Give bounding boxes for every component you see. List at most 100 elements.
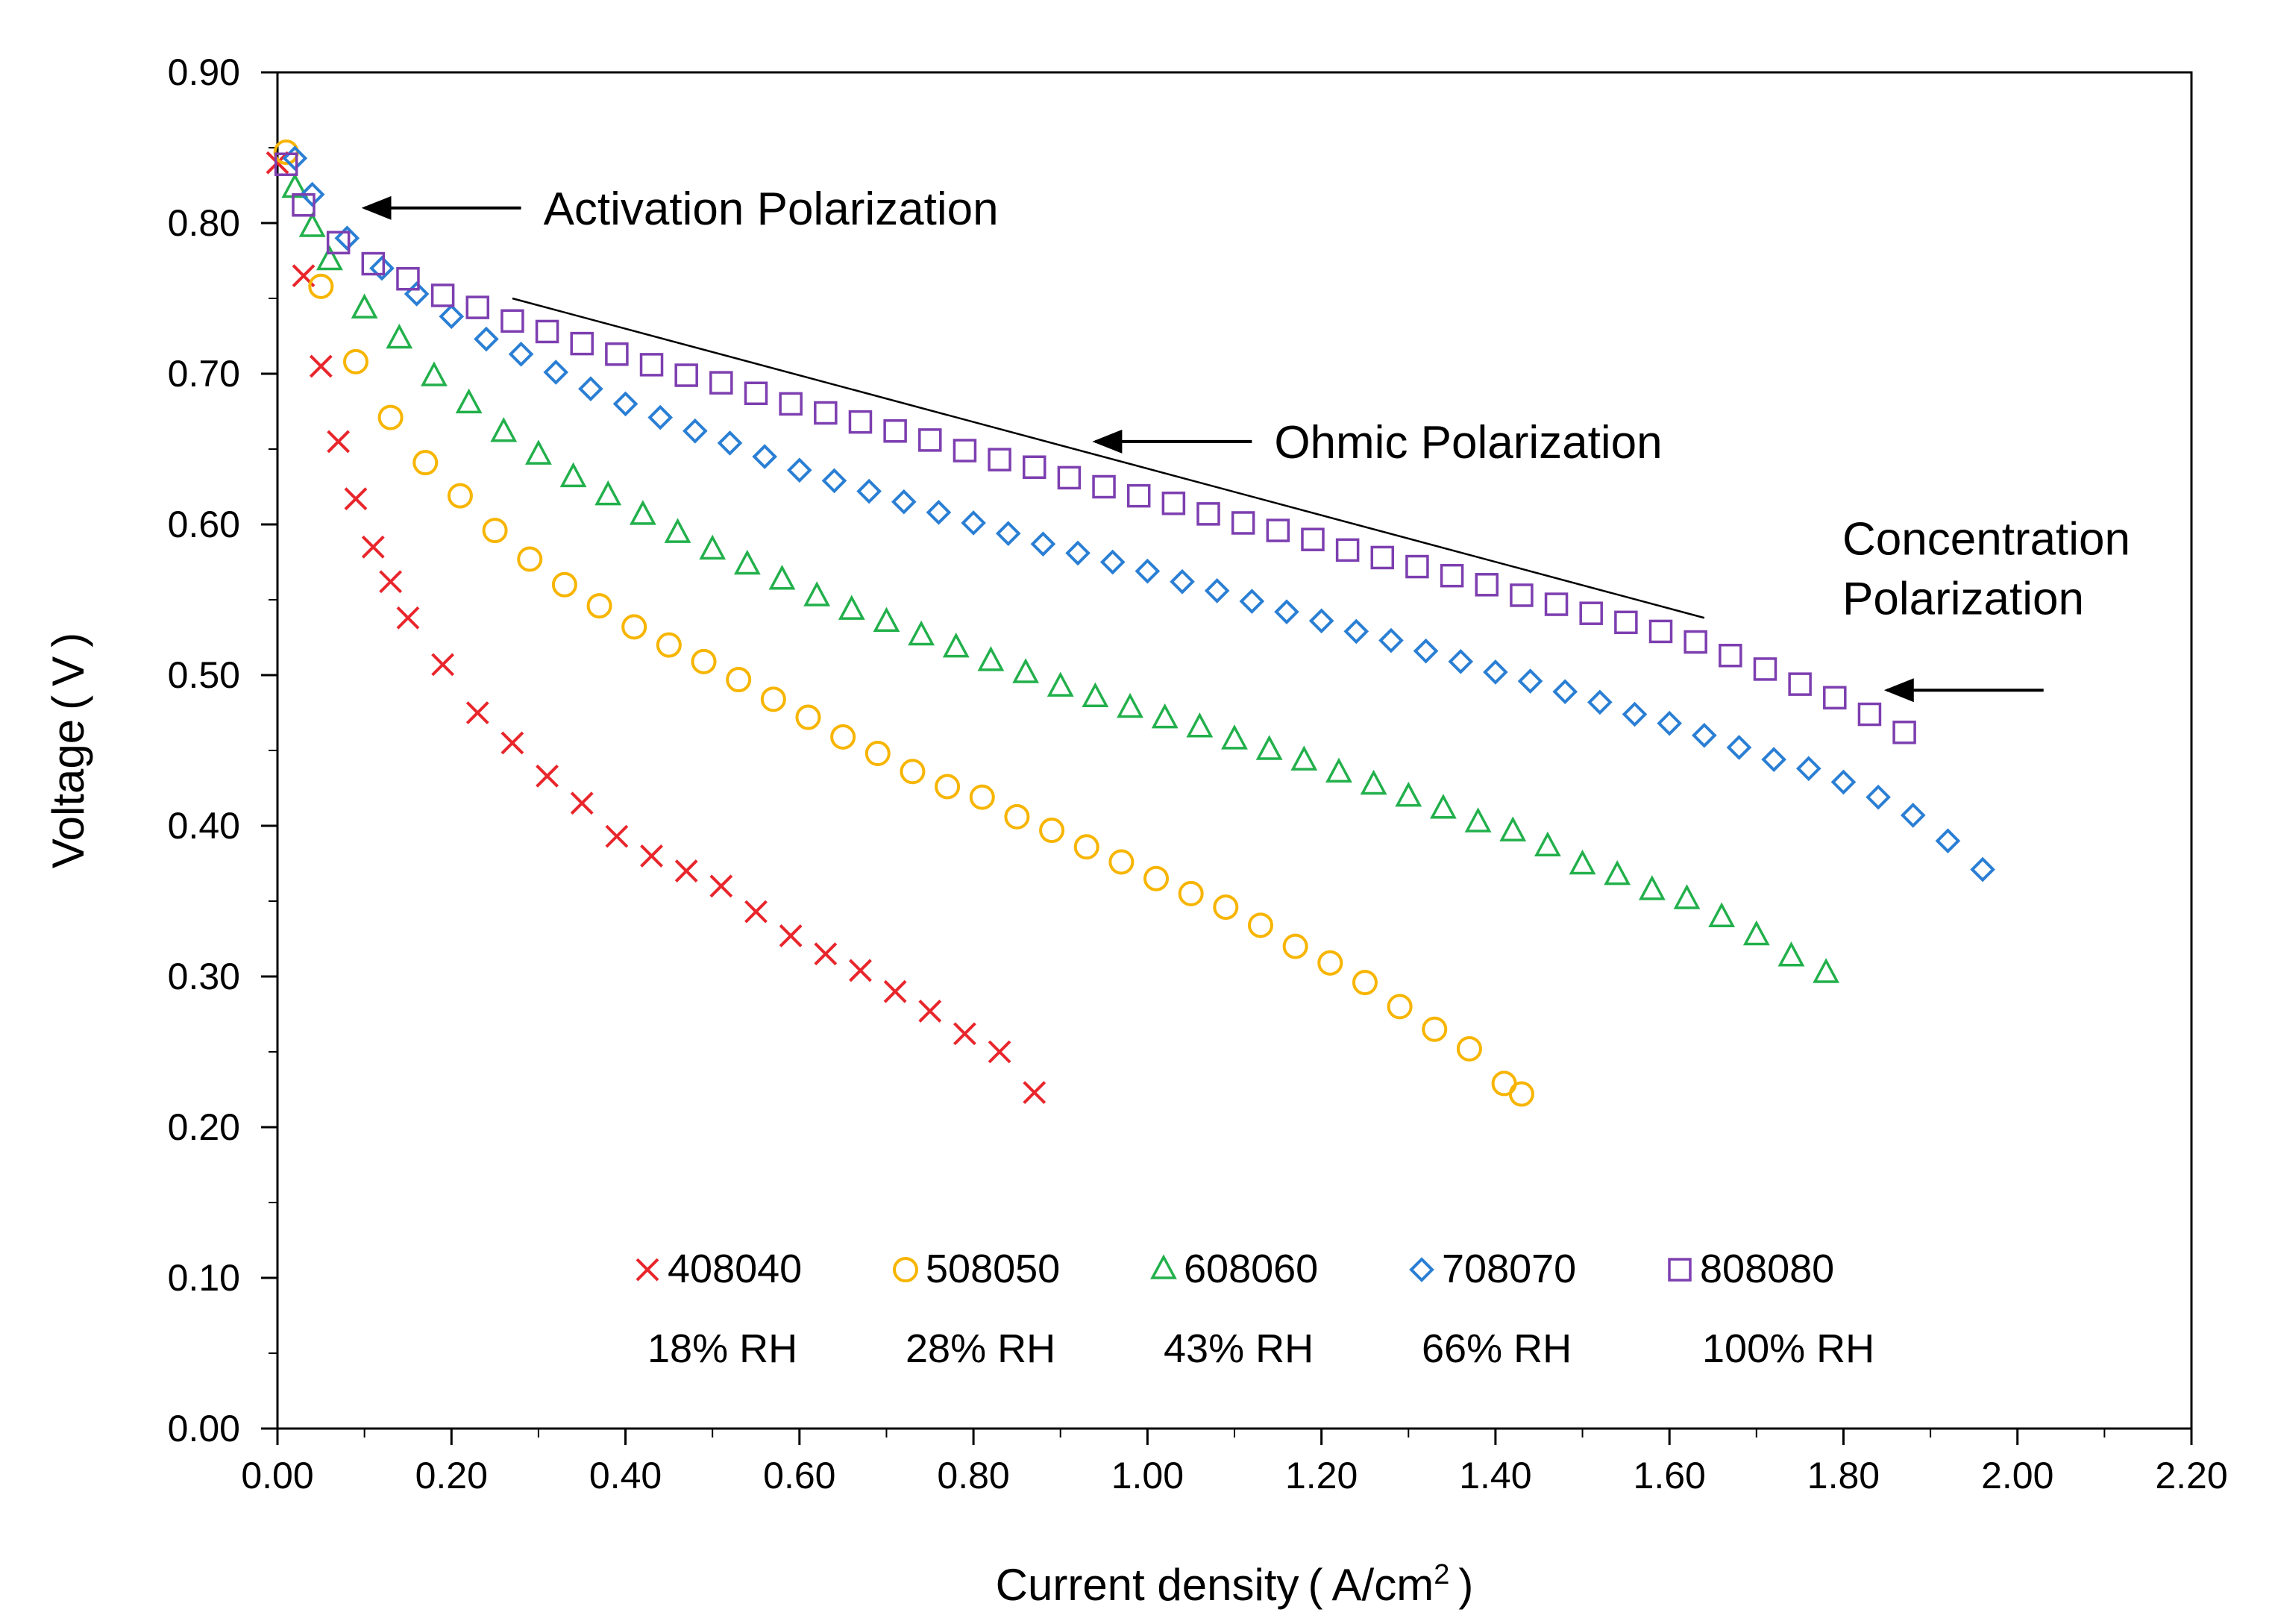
data-point-808080 [814,401,838,425]
data-point-808080 [1266,518,1290,542]
data-point-608060 [1221,724,1248,750]
data-point-608060 [1673,884,1701,909]
data-point-708070 [369,255,395,281]
data-point-508050 [342,348,368,374]
data-point-508050 [621,614,647,640]
data-point-408040 [344,487,368,511]
series-508050 [273,139,1534,1107]
data-point-808080 [1892,721,1916,744]
data-point-408040 [361,535,385,559]
y-tick-label: 0.90 [168,51,240,93]
data-point-808080 [396,266,420,291]
data-point-508050 [1247,912,1273,938]
data-point-608060 [490,417,518,442]
legend-marker-708070 [1409,1257,1434,1282]
data-point-608060 [873,606,900,633]
data-point-808080 [465,295,490,319]
data-point-808080 [361,251,386,276]
data-point-608060 [733,549,761,575]
data-point-608060 [1604,859,1631,885]
data-point-508050 [1213,894,1239,921]
data-point-808080 [292,193,316,217]
data-point-408040 [849,959,872,982]
data-point-508050 [691,648,717,674]
data-point-808080 [1753,657,1777,681]
legend-label-608060: 608060 [1184,1247,1318,1291]
annotation-label-ohmic: Ohmic Polarization [1274,417,1662,468]
data-point-808080 [848,410,873,434]
data-point-608060 [1777,941,1805,967]
data-point-708070 [1135,558,1161,584]
data-point-408040 [309,354,333,378]
data-point-808080 [744,381,768,406]
annotation-label-concentration: Concentration [1842,513,2130,565]
data-point-808080 [1057,465,1082,490]
data-point-708070 [1378,627,1404,653]
data-point-608060 [455,388,483,414]
data-point-608060 [629,500,656,525]
data-point-708070 [508,341,534,367]
data-point-808080 [709,371,733,395]
data-point-408040 [431,653,455,677]
data-point-508050 [447,483,473,509]
data-point-608060 [768,565,796,590]
data-point-808080 [1022,455,1046,479]
data-point-708070 [1448,648,1474,674]
x-tick-label: 1.60 [1634,1455,1706,1496]
data-point-508050 [1282,933,1308,959]
data-point-508050 [795,704,821,730]
data-point-708070 [1726,735,1752,760]
data-point-608060 [1569,849,1596,875]
data-point-508050 [830,724,856,750]
data-point-808080 [953,439,977,463]
data-point-808080 [1823,686,1847,710]
data-point-708070 [1900,803,1926,828]
data-point-408040 [674,859,698,883]
data-point-708070 [856,478,882,504]
data-point-708070 [1030,531,1056,557]
data-point-508050 [412,450,439,476]
data-point-708070 [1065,540,1091,566]
data-point-808080 [1370,545,1395,570]
data-point-708070 [1935,828,1961,854]
data-point-708070 [1204,578,1230,603]
data-point-608060 [1151,703,1179,729]
x-tick-label: 1.80 [1807,1455,1880,1496]
x-tick-label: 0.80 [937,1455,1009,1496]
data-point-808080 [1579,601,1603,625]
y-tick-label: 0.70 [168,353,240,395]
legend-marker-408040 [636,1258,659,1282]
data-point-708070 [891,489,917,515]
data-point-708070 [995,521,1021,546]
data-point-808080 [1440,563,1464,588]
data-point-608060 [1464,807,1492,833]
data-point-608060 [298,212,326,237]
data-point-608060 [977,646,1005,671]
x-tick-label: 0.00 [241,1455,313,1496]
data-point-808080 [274,152,298,176]
data-point-408040 [501,731,524,755]
ohmic-trend-line [512,297,1705,619]
legend-rh-708070: 66% RH [1422,1326,1572,1371]
data-point-508050 [1039,818,1065,844]
data-point-608060 [1186,712,1214,738]
series-layer [266,139,1995,1107]
y-tick-label: 0.50 [168,654,240,696]
legend-label-408040: 408040 [668,1247,802,1291]
data-point-408040 [988,1040,1011,1064]
data-point-708070 [1413,638,1439,664]
series-708070 [282,145,1995,882]
data-point-708070 [612,391,638,417]
x-tick-label: 1.00 [1111,1455,1184,1496]
data-point-408040 [640,844,663,868]
x-tick-label: 0.20 [415,1455,488,1496]
data-point-808080 [570,331,594,356]
data-point-708070 [1239,589,1265,614]
data-point-508050 [482,518,508,544]
data-point-608060 [1325,757,1352,783]
data-point-808080 [1544,592,1569,616]
legend-label-708070: 708070 [1442,1247,1576,1291]
y-axis: 0.00 0.10 0.20 0.30 0.40 0.50 0.60 0.70 0.80 0.90 [168,51,277,1449]
data-point-808080 [605,342,629,366]
